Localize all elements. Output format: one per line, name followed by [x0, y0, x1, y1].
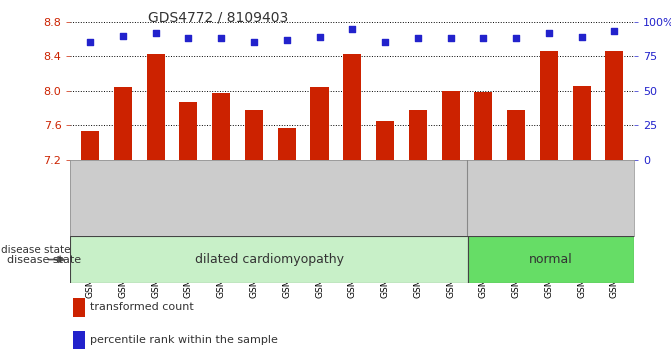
Text: percentile rank within the sample: percentile rank within the sample: [90, 335, 278, 345]
Bar: [605, 51, 623, 160]
Bar: [442, 91, 460, 160]
Bar: [73, 331, 85, 349]
Point: [511, 36, 521, 41]
Point: [248, 40, 259, 45]
Point: [314, 34, 325, 40]
Point: [609, 29, 620, 34]
Point: [150, 30, 161, 36]
Bar: [73, 298, 85, 317]
Bar: [212, 93, 230, 160]
Point: [117, 33, 128, 38]
Bar: [468, 236, 634, 283]
Point: [413, 36, 423, 41]
Bar: [179, 102, 197, 160]
Bar: [376, 121, 394, 160]
Text: transformed count: transformed count: [90, 302, 194, 313]
Bar: [474, 93, 493, 160]
Text: GDS4772 / 8109403: GDS4772 / 8109403: [148, 11, 288, 25]
Text: disease state: disease state: [7, 254, 81, 265]
Point: [281, 37, 292, 42]
Text: dilated cardiomyopathy: dilated cardiomyopathy: [195, 253, 344, 266]
Point: [446, 36, 456, 41]
Point: [347, 26, 358, 32]
Point: [478, 36, 488, 41]
Bar: [81, 131, 99, 160]
Bar: [540, 51, 558, 160]
Bar: [409, 110, 427, 160]
Bar: [147, 54, 164, 160]
Bar: [70, 236, 468, 283]
Point: [85, 40, 95, 45]
Text: disease state: disease state: [1, 245, 71, 255]
Text: normal: normal: [529, 253, 573, 266]
Bar: [572, 86, 590, 160]
Bar: [344, 54, 361, 160]
Bar: [507, 110, 525, 160]
Bar: [278, 128, 296, 160]
Bar: [114, 87, 132, 160]
Point: [576, 34, 587, 40]
Point: [544, 30, 554, 36]
Point: [183, 36, 194, 41]
Bar: [245, 110, 263, 160]
Point: [380, 40, 391, 45]
Point: [216, 36, 227, 41]
Bar: [311, 87, 329, 160]
